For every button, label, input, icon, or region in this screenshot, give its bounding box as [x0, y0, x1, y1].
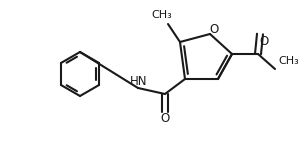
Text: CH₃: CH₃ — [152, 10, 172, 20]
Text: CH₃: CH₃ — [278, 56, 299, 66]
Text: HN: HN — [130, 75, 148, 87]
Text: O: O — [259, 34, 269, 47]
Text: O: O — [160, 113, 170, 126]
Text: O: O — [209, 22, 219, 36]
